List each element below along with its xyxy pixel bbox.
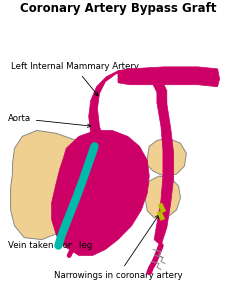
Polygon shape	[89, 69, 167, 148]
Text: Left Internal Mammary Artery: Left Internal Mammary Artery	[11, 62, 139, 96]
Text: Narrowings in coronary artery: Narrowings in coronary artery	[54, 215, 182, 280]
Polygon shape	[11, 130, 93, 240]
Text: Aorta: Aorta	[8, 114, 91, 127]
Polygon shape	[154, 87, 174, 245]
Polygon shape	[147, 138, 186, 176]
Polygon shape	[52, 130, 149, 255]
Polygon shape	[118, 67, 219, 87]
Title: Coronary Artery Bypass Graft: Coronary Artery Bypass Graft	[20, 2, 216, 15]
Polygon shape	[145, 176, 181, 218]
Text: Vein taken from leg: Vein taken from leg	[8, 232, 92, 250]
